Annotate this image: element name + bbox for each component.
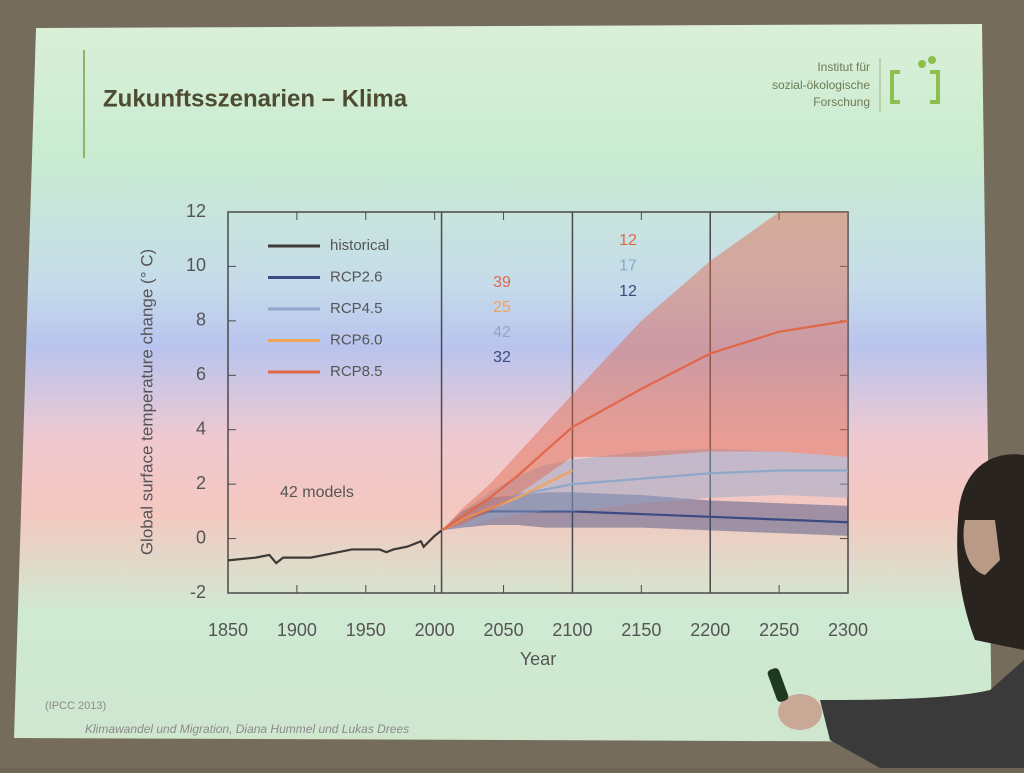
legend-label: RCP4.5 (330, 300, 383, 317)
y-axis-label: Global surface temperature change (° C) (137, 249, 156, 555)
projection-screen (14, 24, 992, 742)
x-tick-label: 2300 (828, 620, 868, 640)
series-line (440, 319, 849, 532)
models-note: 42 models (280, 484, 354, 501)
range-band (441, 212, 848, 531)
footer: Klimawandel und Migration, Diana Hummel … (85, 722, 409, 736)
plot-frame (227, 211, 849, 594)
institute-logo (890, 56, 940, 104)
series-line (227, 529, 443, 565)
y-tick-label: 6 (196, 364, 206, 384)
x-tick-label: 2100 (552, 620, 592, 640)
y-tick-label: 4 (196, 418, 206, 438)
x-tick-label: 1950 (346, 620, 386, 640)
chart: 1850 1900 1950 2000 2050 2100 2150 2200 2250 2300… (186, 201, 868, 640)
range-band (441, 448, 848, 531)
legend-label: RCP8.5 (330, 363, 383, 380)
model-count: 12 (619, 283, 637, 300)
y-tick-label: 8 (196, 310, 206, 330)
series-line (441, 469, 848, 532)
slide-title: Zukunftsszenarien – Klima (103, 85, 408, 112)
institute-line: Institut für (817, 60, 870, 74)
y-tick-label: 2 (196, 473, 206, 493)
y-tick-label: -2 (190, 582, 206, 602)
institute-line: sozial-ökologische (772, 78, 870, 92)
model-count: 39 (493, 274, 511, 291)
y-tick-label: 0 (196, 527, 206, 547)
series-line (441, 469, 573, 532)
legend-label: historical (330, 237, 389, 254)
model-count: 17 (619, 258, 637, 275)
x-tick-label: 2150 (621, 620, 661, 640)
x-tick-label: 1850 (208, 620, 248, 640)
series-line (441, 510, 849, 532)
model-count: 12 (619, 232, 637, 249)
x-tick-label: 2000 (415, 620, 455, 640)
x-tick-label: 2050 (484, 620, 524, 640)
institute-line: Forschung (813, 95, 870, 109)
presenter (767, 454, 1024, 768)
legend-label: RCP6.0 (330, 331, 383, 348)
x-tick-label: 2250 (759, 620, 799, 640)
model-count: 25 (493, 299, 511, 316)
legend-label: RCP2.6 (330, 268, 383, 285)
model-count: 42 (493, 324, 511, 341)
x-axis-label: Year (520, 649, 556, 669)
x-tick-label: 1900 (277, 620, 317, 640)
source: (IPCC 2013) (45, 700, 106, 712)
model-count: 32 (493, 349, 511, 366)
y-tick-label: 12 (186, 201, 206, 221)
x-tick-label: 2200 (690, 620, 730, 640)
y-tick-label: 10 (186, 255, 206, 275)
